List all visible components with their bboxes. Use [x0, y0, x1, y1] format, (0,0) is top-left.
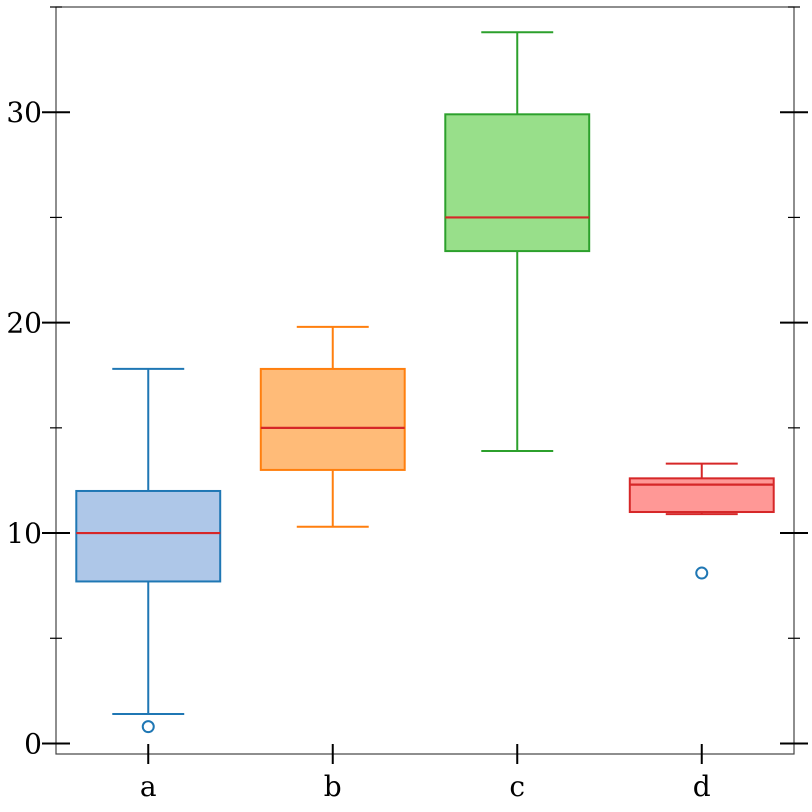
- y-tick-label-0: 0: [24, 727, 42, 760]
- box-a: [75, 489, 222, 583]
- box-group-d: [628, 462, 775, 580]
- box-group-b: [259, 325, 406, 528]
- outlier-a-0: [141, 720, 155, 734]
- box-group-c: [444, 31, 591, 452]
- y-tick-label-10: 10: [6, 517, 42, 550]
- y-tick-label-30: 30: [6, 96, 42, 129]
- plot-frame: [55, 6, 795, 755]
- box-d: [628, 477, 775, 514]
- box-c: [444, 113, 591, 253]
- outlier-d-0: [695, 566, 709, 580]
- plot-marks: [75, 31, 775, 734]
- x-tick-label-b: b: [324, 770, 342, 803]
- box-group-a: [75, 367, 222, 734]
- box-b: [259, 367, 406, 471]
- x-tick-label-a: a: [140, 770, 157, 803]
- axes: 0 10 20 30 a b c d: [6, 6, 808, 803]
- y-tick-label-20: 20: [6, 307, 42, 340]
- x-tick-label-d: d: [693, 770, 711, 803]
- x-tick-label-c: c: [509, 770, 525, 803]
